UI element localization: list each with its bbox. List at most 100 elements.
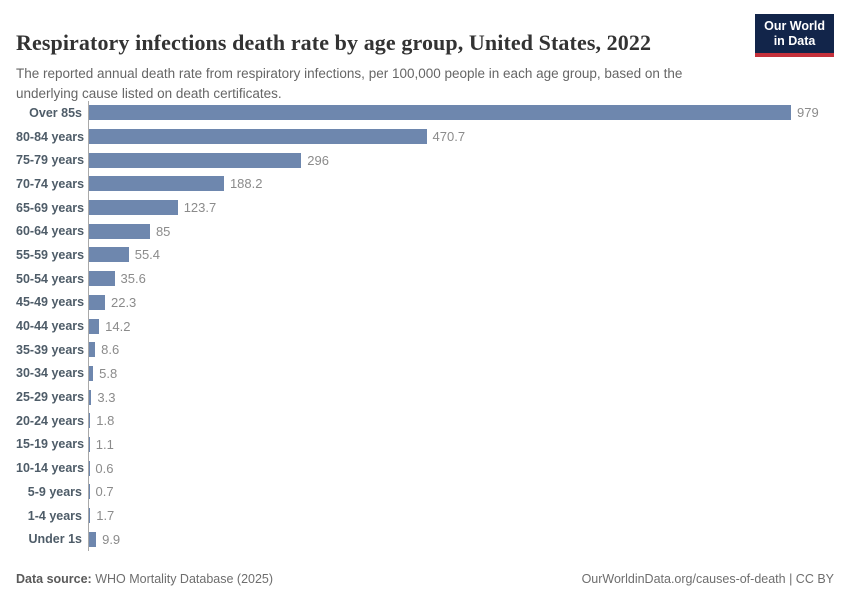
- bar: [89, 413, 91, 429]
- bar-track: 5.8: [88, 361, 834, 386]
- bar: [89, 152, 302, 168]
- bar-track: 123.7: [88, 195, 834, 220]
- bar-row: 40-44 years 14.2: [16, 314, 834, 338]
- category-label: 75-79 years: [16, 153, 85, 168]
- bar-track: 8.6: [88, 337, 834, 362]
- bar-row: 80-84 years 470.7: [16, 124, 834, 149]
- category-label: Under 1s: [28, 532, 83, 547]
- bar: [89, 176, 224, 192]
- category-label: 20-24 years: [16, 413, 85, 428]
- category-label: 30-34 years: [16, 366, 85, 381]
- data-source: Data source: WHO Mortality Database (202…: [16, 572, 273, 586]
- bar-row: 60-64 years 85: [16, 219, 834, 244]
- bar: [89, 105, 791, 121]
- value-label: 9.9: [102, 531, 121, 547]
- bar-row: 30-34 years 5.8: [16, 361, 834, 386]
- bar-track: 1.1: [88, 432, 834, 457]
- value-label: 1.1: [95, 436, 114, 452]
- bar-row: Over 85s 979: [16, 101, 834, 125]
- bar-track: 22.3: [88, 290, 834, 315]
- owid-logo: Our World in Data: [755, 14, 834, 57]
- owid-logo-line2: in Data: [773, 34, 816, 48]
- value-label: 8.6: [101, 342, 120, 358]
- value-label: 470.7: [432, 129, 466, 145]
- value-label: 85: [155, 223, 171, 239]
- bar-track: 35.6: [88, 266, 834, 291]
- bar-track: 0.7: [88, 480, 834, 504]
- value-label: 3.3: [97, 389, 116, 405]
- bar-track: 296: [88, 148, 834, 173]
- bar: [89, 484, 90, 500]
- bar-track: 3.3: [88, 385, 834, 409]
- category-label: 70-74 years: [16, 176, 85, 191]
- bar: [89, 247, 129, 263]
- bar: [89, 436, 90, 452]
- value-label: 296: [307, 152, 329, 168]
- bar: [89, 389, 92, 405]
- bar: [89, 200, 178, 216]
- bar: [89, 294, 105, 310]
- owid-logo-line1: Our World: [764, 19, 825, 33]
- value-label: 979: [797, 105, 819, 121]
- category-label: 25-29 years: [16, 390, 85, 405]
- bar-row: 45-49 years 22.3: [16, 290, 834, 315]
- chart-footer: Data source: WHO Mortality Database (202…: [16, 572, 834, 586]
- bar-track: 55.4: [88, 243, 834, 267]
- bar-track: 1.7: [88, 503, 834, 528]
- bar-row: 1-4 years 1.7: [16, 503, 834, 528]
- bar-track: 9.9: [88, 527, 834, 552]
- chart-subtitle: The reported annual death rate from resp…: [16, 65, 683, 101]
- bar-row: 50-54 years 35.6: [16, 266, 834, 291]
- bar-track: 1.8: [88, 408, 834, 433]
- bar-track: 188.2: [88, 172, 834, 196]
- value-label: 123.7: [183, 200, 217, 216]
- bar-track: 14.2: [88, 314, 834, 338]
- bar-row: 35-39 years 8.6: [16, 337, 834, 362]
- category-label: 80-84 years: [16, 129, 85, 144]
- value-label: 55.4: [134, 247, 161, 263]
- bar: [89, 129, 427, 145]
- bar: [89, 318, 100, 334]
- bar-row: 55-59 years 55.4: [16, 243, 834, 267]
- bar-row: 70-74 years 188.2: [16, 172, 834, 196]
- category-label: 45-49 years: [16, 295, 85, 310]
- category-label: 15-19 years: [16, 437, 85, 452]
- bar-track: 0.6: [88, 456, 834, 480]
- category-label: 1-4 years: [27, 508, 82, 523]
- chart-title: Respiratory infections death rate by age…: [16, 29, 652, 55]
- bar: [89, 223, 150, 239]
- category-label: Over 85s: [29, 105, 82, 120]
- category-label: 60-64 years: [16, 224, 85, 239]
- bar-track: 470.7: [88, 124, 834, 149]
- bar-track: 85: [88, 219, 834, 244]
- bar-chart: Over 85s 979 80-84 years 470.7 75-79 years 29…: [16, 101, 834, 552]
- value-label: 188.2: [229, 176, 263, 192]
- bar: [89, 508, 91, 524]
- value-label: 14.2: [105, 318, 131, 334]
- category-label: 55-59 years: [16, 247, 85, 262]
- data-source-value: WHO Mortality Database (2025): [91, 572, 274, 586]
- value-label: 22.3: [110, 294, 137, 310]
- bar-row: 10-14 years 0.6: [16, 456, 834, 480]
- value-label: 1.7: [96, 508, 115, 524]
- bar-row: 20-24 years 1.8: [16, 408, 834, 433]
- bar: [89, 342, 96, 358]
- category-label: 65-69 years: [16, 200, 85, 215]
- bar-row: 5-9 years 0.7: [16, 480, 834, 504]
- bar-row: 25-29 years 3.3: [16, 385, 834, 409]
- value-label: 1.8: [96, 413, 115, 429]
- category-label: 10-14 years: [16, 461, 85, 476]
- bar-row: Under 1s 9.9: [16, 527, 834, 552]
- category-label: 5-9 years: [27, 484, 82, 499]
- value-label: 0.7: [95, 484, 114, 500]
- value-label: 0.6: [95, 460, 114, 476]
- bar-row: 65-69 years 123.7: [16, 195, 834, 220]
- bar-row: 15-19 years 1.1: [16, 432, 834, 457]
- category-label: 35-39 years: [16, 342, 85, 357]
- bar-row: 75-79 years 296: [16, 148, 834, 173]
- category-label: 50-54 years: [16, 271, 85, 286]
- bar: [89, 531, 97, 547]
- bar: [89, 271, 115, 287]
- value-label: 5.8: [99, 365, 118, 381]
